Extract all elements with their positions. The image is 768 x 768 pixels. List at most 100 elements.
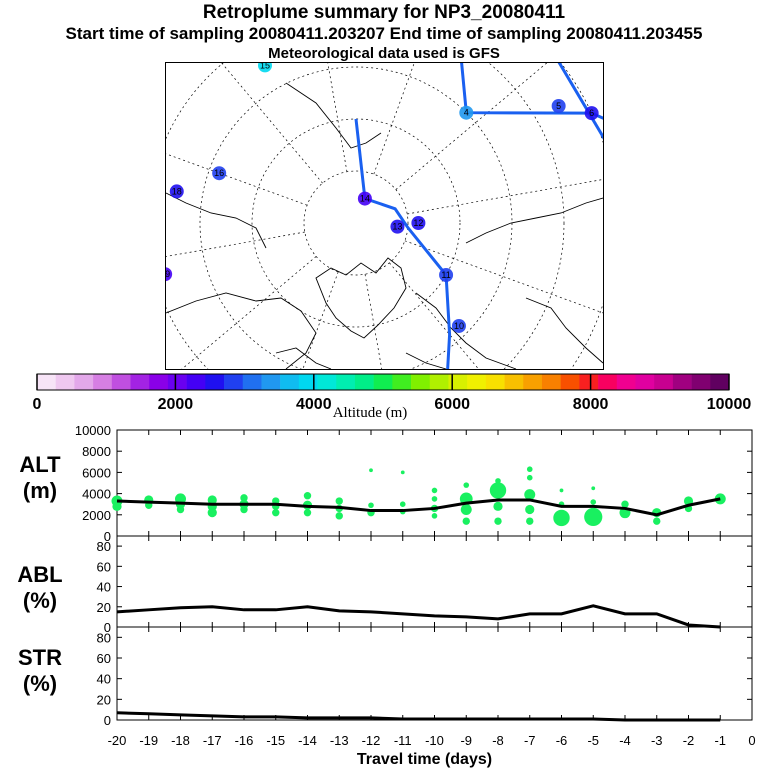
coastline [285,82,382,149]
scatter-point [207,495,217,505]
map-day-dot [258,63,272,73]
colorbar-cell [411,374,431,390]
meridian-line [407,179,603,215]
y-tick-label: 60 [97,559,111,574]
x-tick-label: -3 [651,733,663,748]
map-day-label: 12 [413,218,423,228]
scatter-point [584,507,603,527]
scatter-point [112,501,122,511]
x-tick-label: -15 [266,733,285,748]
colorbar-cell [448,374,468,390]
map-day-dot [439,268,454,282]
scatter-point [303,492,312,500]
x-tick-label: -13 [330,733,349,748]
meridian-line [181,256,317,369]
scatter-point [526,466,533,473]
colorbar-cell [392,374,412,390]
scatter-point [335,497,343,505]
meridian-line [389,262,479,369]
x-axis-label: Travel time (days) [357,751,492,768]
meridian-line [166,153,308,206]
map-day-label: 15 [260,63,270,70]
scatter-point [526,474,533,481]
x-tick-label: -18 [171,733,190,748]
colorbar-cell [654,374,674,390]
colorbar-cell [560,374,580,390]
scatter-point [489,482,507,499]
coastline [166,192,267,249]
colorbar-cell [149,374,169,390]
scatter-point [207,508,217,518]
panel-ylabel: (%) [23,671,57,696]
colorbar-cell [504,374,524,390]
meridian-line [221,63,323,184]
map-day-dot [451,318,466,333]
colorbar-cell [635,374,655,390]
scatter-point [460,504,472,515]
map-day-dot [169,184,184,199]
x-tick-label: -1 [714,733,726,748]
scatter-point [400,470,405,475]
colorbar-label: Altitude (m) [333,405,408,420]
scatter-point [303,508,312,517]
y-tick-label: 0 [104,713,111,728]
scatter-point [335,512,343,520]
map-day-dot [390,219,405,234]
colorbar-cell [691,374,711,390]
colorbar-cell [598,374,618,390]
polar-map: 1234567891011121314151617181920 [165,62,604,370]
colorbar-cell [130,374,150,390]
colorbar-cell [111,374,131,390]
scatter-point [431,496,438,502]
panel-alt: ALT(m) 0 2000 4000 6000 8000 10000 [19,423,753,544]
scatter-point [369,468,373,473]
y-tick-label: 20 [97,600,111,615]
x-tick-label: -11 [394,733,412,748]
colorbar-cell [317,374,337,390]
colorbar-cell [579,374,599,390]
meridian-line [302,271,339,369]
coastline [166,292,317,369]
colorbar-cell [205,374,225,390]
coastline [275,347,332,369]
sampling-times: Start time of sampling 20080411.203207 E… [65,24,703,43]
y-tick-label: 2000 [82,508,111,523]
map-day-label: 10 [454,321,464,331]
scatter-point [493,501,503,511]
map-day-label: 16 [214,168,224,178]
x-tick-label: -10 [425,733,444,748]
map-day-label: 13 [392,222,402,232]
colorbar-cell [429,374,449,390]
x-tick-label: 0 [748,733,755,748]
x-tick-label: -9 [460,733,472,748]
scatter-point [524,489,536,501]
x-tick-label: -17 [203,733,222,748]
series-line [116,497,721,517]
altitude-scatter [111,466,726,527]
colorbar-cell [242,374,262,390]
series-line [116,711,721,722]
colorbar-cell [710,374,730,390]
x-tick-label: -19 [139,733,158,748]
x-tick-label: -14 [298,733,317,748]
y-tick-label: 10000 [75,423,111,438]
map-day-dot [166,267,173,282]
scatter-point [526,517,534,525]
y-tick-label: 0 [104,529,111,544]
scatter-point [462,517,470,525]
colorbar-cell [224,374,244,390]
scatter-point [590,499,597,505]
colorbar-cell [354,374,374,390]
y-tick-label: 40 [97,672,111,687]
coastline [525,297,603,364]
colorbar-cell [167,374,187,390]
coastline [465,197,603,244]
scatter-point [494,517,502,525]
colorbar-cell [541,374,561,390]
colorbar-cell [280,374,300,390]
panel-ylabel: (%) [23,588,57,613]
x-tick-label: -6 [556,733,568,748]
scatter-point [240,505,248,514]
map-day-dot [459,105,474,120]
